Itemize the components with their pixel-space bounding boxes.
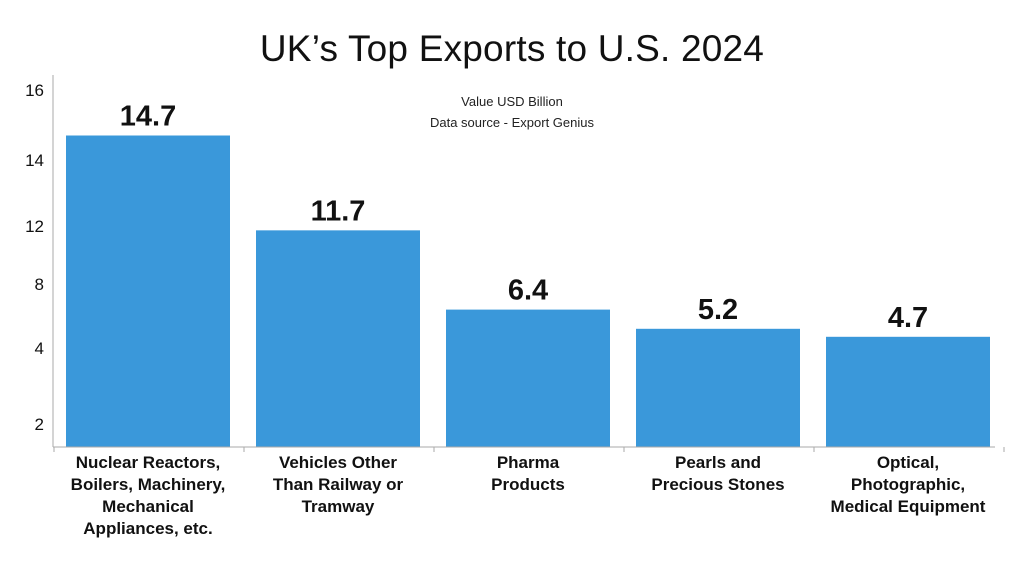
bar bbox=[446, 309, 610, 447]
bar bbox=[826, 336, 990, 447]
y-tick-label: 14 bbox=[25, 151, 44, 170]
category-label-line: Medical Equipment bbox=[831, 497, 986, 516]
category-label-line: Pearls and bbox=[675, 453, 761, 472]
y-tick-label: 2 bbox=[35, 415, 44, 434]
category-label-line: Nuclear Reactors, bbox=[76, 453, 221, 472]
category-label-line: Than Railway or bbox=[273, 475, 404, 494]
y-tick-label: 16 bbox=[25, 81, 44, 100]
category-label-line: Photographic, bbox=[851, 475, 965, 494]
y-tick-label: 4 bbox=[35, 339, 44, 358]
y-tick-label: 8 bbox=[35, 275, 44, 294]
bars bbox=[66, 135, 990, 447]
category-label-line: Mechanical bbox=[102, 497, 194, 516]
bar bbox=[256, 230, 420, 447]
value-label: 14.7 bbox=[120, 101, 176, 133]
y-axis: 2 4 8 12 14 16 bbox=[25, 75, 54, 447]
chart-subtitle: Value USD Billion Data source - Export Ge… bbox=[430, 94, 595, 130]
category-label-line: Appliances, etc. bbox=[83, 519, 212, 538]
category-label: Nuclear Reactors, Boilers, Machinery, Mech… bbox=[71, 453, 226, 538]
subtitle-line: Value USD Billion bbox=[461, 94, 563, 109]
chart-title: UK’s Top Exports to U.S. 2024 bbox=[259, 28, 765, 69]
bar bbox=[636, 328, 800, 447]
category-label-line: Optical, bbox=[877, 453, 939, 472]
category-label: Vehicles Other Than Railway or Tramway bbox=[273, 453, 404, 516]
value-label: 4.7 bbox=[888, 302, 928, 334]
category-label-line: Products bbox=[491, 475, 565, 494]
value-label: 11.7 bbox=[311, 195, 366, 227]
category-label-line: Tramway bbox=[302, 497, 375, 516]
value-label: 6.4 bbox=[508, 275, 548, 307]
y-tick-label: 12 bbox=[25, 217, 44, 236]
category-label: Pharma Products bbox=[491, 453, 565, 494]
value-labels: 14.7 11.7 6.4 5.2 4.7 bbox=[120, 101, 928, 334]
x-axis: Nuclear Reactors, Boilers, Machinery, Mech… bbox=[53, 446, 1005, 538]
category-label-line: Vehicles Other bbox=[279, 453, 397, 472]
subtitle-line: Data source - Export Genius bbox=[430, 115, 595, 130]
bar bbox=[66, 135, 230, 447]
category-label: Pearls and Precious Stones bbox=[651, 453, 784, 494]
category-label-line: Precious Stones bbox=[651, 475, 784, 494]
category-label: Optical, Photographic, Medical Equipment bbox=[831, 453, 986, 516]
value-label: 5.2 bbox=[698, 294, 738, 326]
category-label-line: Pharma bbox=[497, 453, 560, 472]
category-label-line: Boilers, Machinery, bbox=[71, 475, 226, 494]
